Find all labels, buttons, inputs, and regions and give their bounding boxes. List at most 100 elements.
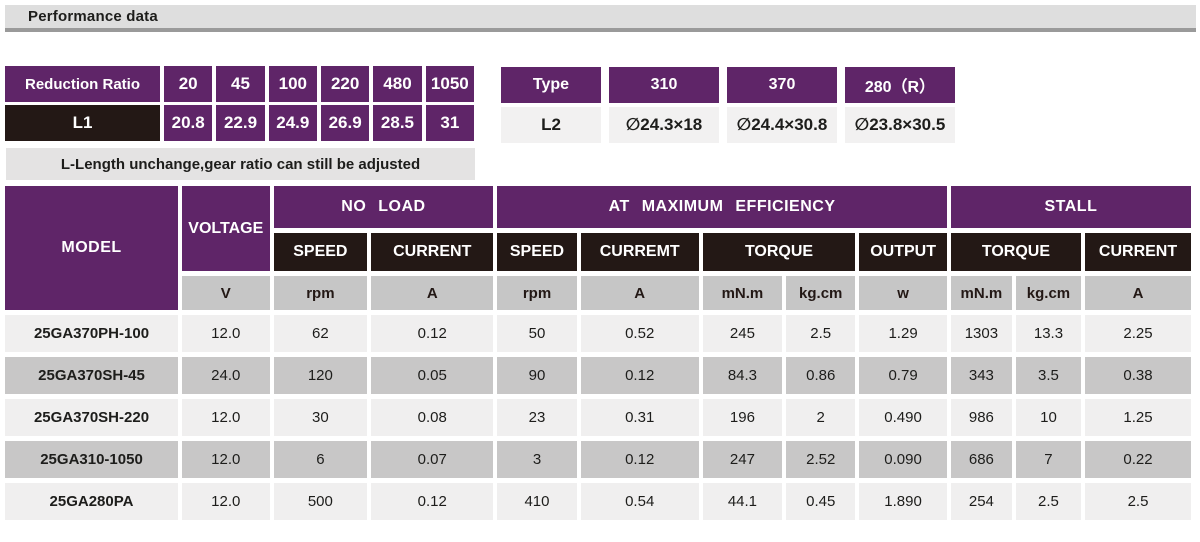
value-cell: 500 <box>273 483 368 520</box>
dimension-cell: ∅24.3×18 <box>609 107 719 143</box>
value-cell: 0.07 <box>371 441 494 478</box>
value-cell: 0.22 <box>1085 441 1191 478</box>
unit-cell: rpm <box>273 276 368 310</box>
value-cell: 0.490 <box>859 399 947 436</box>
model-cell: 25GA370SH-45 <box>5 357 179 394</box>
page-title: Performance data <box>28 8 158 25</box>
performance-data-page: Performance data Reduction Ratio 20 45 1… <box>0 5 1200 542</box>
ratio-cell: 220 <box>320 66 370 102</box>
table-row: 25GA280PA 12.0 500 0.12 410 0.54 44.1 0.… <box>5 483 1191 520</box>
value-cell: 686 <box>950 441 1012 478</box>
group-header-no-load: NO LOAD <box>273 186 494 228</box>
l1-row: L1 20.8 22.9 24.9 26.9 28.5 31 <box>5 105 474 141</box>
ratio-cell: 20 <box>164 66 213 102</box>
subheader-row: SPEED CURRENT SPEED CURREMT TORQUE OUTPU… <box>5 233 1191 271</box>
value-cell: 23 <box>497 399 577 436</box>
unit-cell: w <box>859 276 947 310</box>
type-cell: 280（R） <box>845 67 955 103</box>
unit-cell: mN.m <box>702 276 783 310</box>
table-row: 25GA370SH-220 12.0 30 0.08 23 0.31 196 2… <box>5 399 1191 436</box>
value-cell: 0.31 <box>580 399 699 436</box>
unit-cell: V <box>182 276 270 310</box>
value-cell: 3.5 <box>1015 357 1082 394</box>
length-cell: 22.9 <box>216 105 265 141</box>
value-cell: 90 <box>497 357 577 394</box>
reduction-ratio-table: Reduction Ratio 20 45 100 220 480 1050 L… <box>1 63 478 144</box>
reduction-ratio-header-row: Reduction Ratio 20 45 100 220 480 1050 <box>5 66 474 102</box>
value-cell: 254 <box>950 483 1012 520</box>
ratio-cell: 45 <box>216 66 265 102</box>
length-cell: 20.8 <box>164 105 213 141</box>
table-row: 25GA370SH-45 24.0 120 0.05 90 0.12 84.3 … <box>5 357 1191 394</box>
performance-table: MODEL VOLTAGE NO LOAD AT MAXIMUM EFFICIE… <box>1 181 1195 525</box>
value-cell: 0.38 <box>1085 357 1191 394</box>
value-cell: 0.52 <box>580 315 699 352</box>
length-cell: 31 <box>425 105 474 141</box>
length-cell: 24.9 <box>268 105 317 141</box>
voltage-header: VOLTAGE <box>182 186 270 271</box>
table-row: 25GA310-1050 12.0 6 0.07 3 0.12 247 2.52… <box>5 441 1191 478</box>
group-header-max-efficiency: AT MAXIMUM EFFICIENCY <box>497 186 947 228</box>
subheader-cell: TORQUE <box>950 233 1082 271</box>
value-cell: 62 <box>273 315 368 352</box>
value-cell: 1.890 <box>859 483 947 520</box>
value-cell: 2.5 <box>1015 483 1082 520</box>
type-table: Type 310 370 280（R） L2 ∅24.3×18 ∅24.4×30… <box>493 63 963 147</box>
value-cell: 44.1 <box>702 483 783 520</box>
value-cell: 2.5 <box>786 315 856 352</box>
value-cell: 12.0 <box>182 441 270 478</box>
length-cell: 28.5 <box>373 105 422 141</box>
value-cell: 410 <box>497 483 577 520</box>
value-cell: 12.0 <box>182 315 270 352</box>
l1-row-label: L1 <box>5 105 160 141</box>
subheader-cell: OUTPUT <box>859 233 947 271</box>
dimension-cell: ∅24.4×30.8 <box>727 107 837 143</box>
value-cell: 84.3 <box>702 357 783 394</box>
dimension-cell: ∅23.8×30.5 <box>845 107 955 143</box>
value-cell: 50 <box>497 315 577 352</box>
unit-cell: mN.m <box>950 276 1012 310</box>
type-cell: 310 <box>609 67 719 103</box>
value-cell: 2.52 <box>786 441 856 478</box>
value-cell: 0.090 <box>859 441 947 478</box>
model-cell: 25GA370SH-220 <box>5 399 179 436</box>
value-cell: 0.86 <box>786 357 856 394</box>
section-header-bar: Performance data <box>5 5 1196 32</box>
type-header-row: Type 310 370 280（R） <box>501 67 955 103</box>
value-cell: 2 <box>786 399 856 436</box>
type-header: Type <box>501 67 601 103</box>
unit-cell: A <box>1085 276 1191 310</box>
model-cell: 25GA280PA <box>5 483 179 520</box>
value-cell: 1.25 <box>1085 399 1191 436</box>
unit-cell: A <box>580 276 699 310</box>
subheader-cell: CURRENT <box>371 233 494 271</box>
value-cell: 1.29 <box>859 315 947 352</box>
value-cell: 0.08 <box>371 399 494 436</box>
value-cell: 10 <box>1015 399 1082 436</box>
length-note: L-Length unchange,gear ratio can still b… <box>6 148 475 180</box>
table-row: 25GA370PH-100 12.0 62 0.12 50 0.52 245 2… <box>5 315 1191 352</box>
value-cell: 247 <box>702 441 783 478</box>
value-cell: 12.0 <box>182 483 270 520</box>
unit-cell: kg.cm <box>1015 276 1082 310</box>
value-cell: 343 <box>950 357 1012 394</box>
value-cell: 0.12 <box>580 357 699 394</box>
units-row: V rpm A rpm A mN.m kg.cm w mN.m kg.cm A <box>5 276 1191 310</box>
model-cell: 25GA370PH-100 <box>5 315 179 352</box>
value-cell: 196 <box>702 399 783 436</box>
value-cell: 2.5 <box>1085 483 1191 520</box>
value-cell: 0.54 <box>580 483 699 520</box>
length-cell: 26.9 <box>320 105 370 141</box>
ratio-cell: 1050 <box>425 66 474 102</box>
l2-row: L2 ∅24.3×18 ∅24.4×30.8 ∅23.8×30.5 <box>501 107 955 143</box>
value-cell: 986 <box>950 399 1012 436</box>
value-cell: 0.12 <box>371 315 494 352</box>
unit-cell: kg.cm <box>786 276 856 310</box>
ratio-cell: 100 <box>268 66 317 102</box>
subheader-cell: SPEED <box>273 233 368 271</box>
value-cell: 30 <box>273 399 368 436</box>
type-cell: 370 <box>727 67 837 103</box>
value-cell: 0.05 <box>371 357 494 394</box>
value-cell: 6 <box>273 441 368 478</box>
value-cell: 120 <box>273 357 368 394</box>
